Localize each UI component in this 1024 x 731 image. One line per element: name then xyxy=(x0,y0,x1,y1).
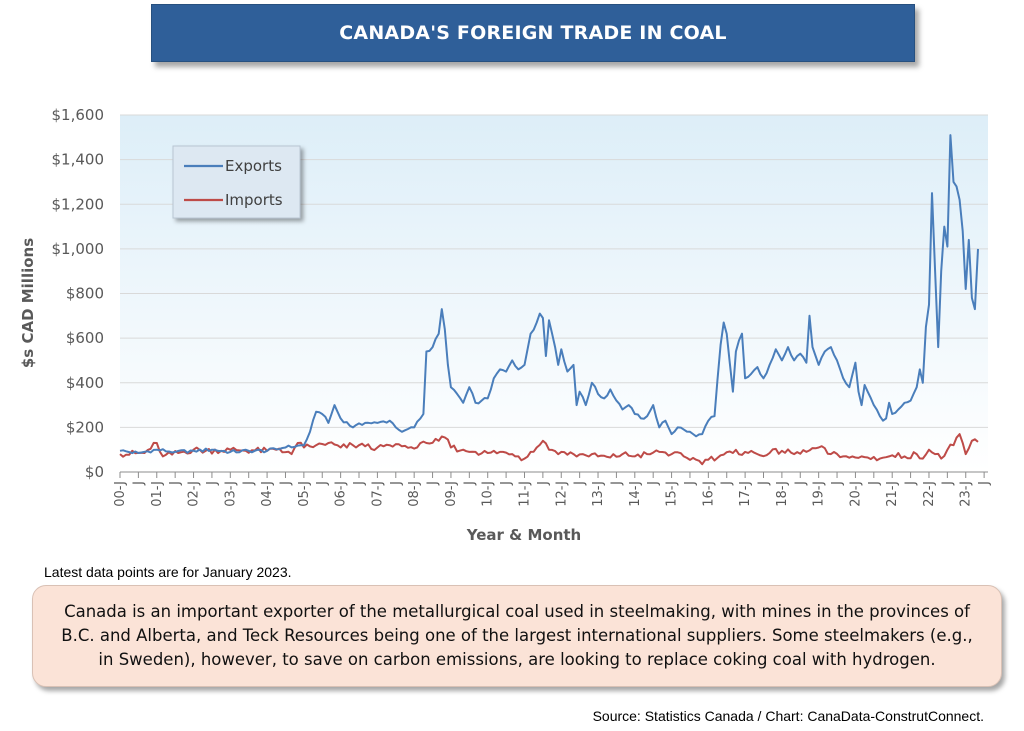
x-tick-label: J xyxy=(426,481,441,486)
x-tick-label: J xyxy=(536,481,551,486)
commentary-callout: Canada is an important exporter of the m… xyxy=(32,585,1002,687)
x-tick-label: 09-J xyxy=(444,481,459,507)
x-tick-label: J xyxy=(646,481,661,486)
x-tick-label: J xyxy=(977,481,992,486)
x-tick-label: J xyxy=(352,481,367,486)
coal-trade-chart: $0 $200 $400 $600 $800 $1,000 $1,200 $1,400 $1,6… xyxy=(19,106,992,544)
x-tick-label: J xyxy=(904,481,919,486)
y-tick-label: $400 xyxy=(66,374,104,392)
y-tick-label: $1,600 xyxy=(52,106,105,124)
x-tick-label: 01-J xyxy=(150,481,165,507)
x-tick-label: 17-J xyxy=(738,481,753,507)
series-line-exports xyxy=(119,134,979,455)
y-tick-label: $600 xyxy=(66,329,104,347)
x-tick-label: J xyxy=(205,481,220,486)
legend-box xyxy=(172,145,301,219)
x-tick-label: J xyxy=(830,481,845,486)
x-tick-label: 19-J xyxy=(812,481,827,507)
legend: Exports Imports xyxy=(172,145,301,219)
y-axis-ticks: $0 $200 $400 $600 $800 $1,000 $1,200 $1,400 $1,6… xyxy=(52,106,105,481)
y-tick-label: $200 xyxy=(66,418,104,436)
x-tick-label: J xyxy=(462,481,477,486)
x-tick-label: J xyxy=(389,481,404,486)
y-tick-label: $1,400 xyxy=(52,151,105,169)
x-tick-label: J xyxy=(867,481,882,486)
x-tick-label: J xyxy=(757,481,772,486)
x-tick-label: J xyxy=(499,481,514,486)
x-tick-label: J xyxy=(242,481,257,486)
x-tick-label: J xyxy=(683,481,698,486)
y-tick-label: $0 xyxy=(85,463,104,481)
x-tick-label: J xyxy=(278,481,293,486)
x-tick-label: 15-J xyxy=(665,481,680,507)
x-tick-label: 03-J xyxy=(223,481,238,507)
x-tick-label: J xyxy=(573,481,588,486)
x-tick-label: J xyxy=(168,481,183,486)
latest-data-note: Latest data points are for January 2023. xyxy=(44,564,292,580)
x-tick-label: 07-J xyxy=(370,481,385,507)
x-axis-label: Year & Month xyxy=(466,526,581,544)
x-tick-label: 22-J xyxy=(922,481,937,507)
x-tick-label: 11-J xyxy=(517,481,532,507)
y-tick-label: $800 xyxy=(66,285,104,303)
x-tick-label: 23-J xyxy=(959,481,974,507)
y-tick-label: $1,000 xyxy=(52,240,105,258)
x-tick-label: 00-J xyxy=(113,481,128,507)
source-credit: Source: Statistics Canada / Chart: CanaD… xyxy=(592,708,984,724)
x-tick-label: 20-J xyxy=(848,481,863,507)
y-axis-label: $s CAD Millions xyxy=(19,238,37,368)
x-tick-label: 14-J xyxy=(628,481,643,507)
x-tick-label: 02-J xyxy=(187,481,202,507)
y-tick-label: $1,200 xyxy=(52,195,105,213)
x-tick-label: J xyxy=(940,481,955,486)
x-tick-label: J xyxy=(131,481,146,486)
x-tick-label: 04-J xyxy=(260,481,275,507)
x-tick-label: 16-J xyxy=(701,481,716,507)
x-tick-label: 13-J xyxy=(591,481,606,507)
x-axis-ticks: 00-J J 01-J J 02-J J 03-J J 04-J J 05-J J 06-J J 07-J J… xyxy=(113,472,992,507)
series-line-imports xyxy=(119,433,979,466)
data-series xyxy=(119,134,979,466)
x-tick-label: 06-J xyxy=(334,481,349,507)
x-tick-label: J xyxy=(315,481,330,486)
chart-title: CANADA'S FOREIGN TRADE IN COAL xyxy=(339,22,727,44)
x-tick-label: 21-J xyxy=(885,481,900,507)
x-tick-label: 18-J xyxy=(775,481,790,507)
legend-imports-label: Imports xyxy=(225,191,283,209)
x-tick-label: 05-J xyxy=(297,481,312,507)
commentary-text: Canada is an important exporter of the m… xyxy=(61,602,973,669)
x-tick-label: J xyxy=(793,481,808,486)
x-tick-label: J xyxy=(720,481,735,486)
legend-exports-label: Exports xyxy=(225,157,282,175)
chart-title-banner: CANADA'S FOREIGN TRADE IN COAL xyxy=(151,4,915,62)
x-tick-label: 12-J xyxy=(554,481,569,507)
x-tick-label: 08-J xyxy=(407,481,422,507)
x-tick-label: 10-J xyxy=(481,481,496,507)
x-tick-label: J xyxy=(609,481,624,486)
